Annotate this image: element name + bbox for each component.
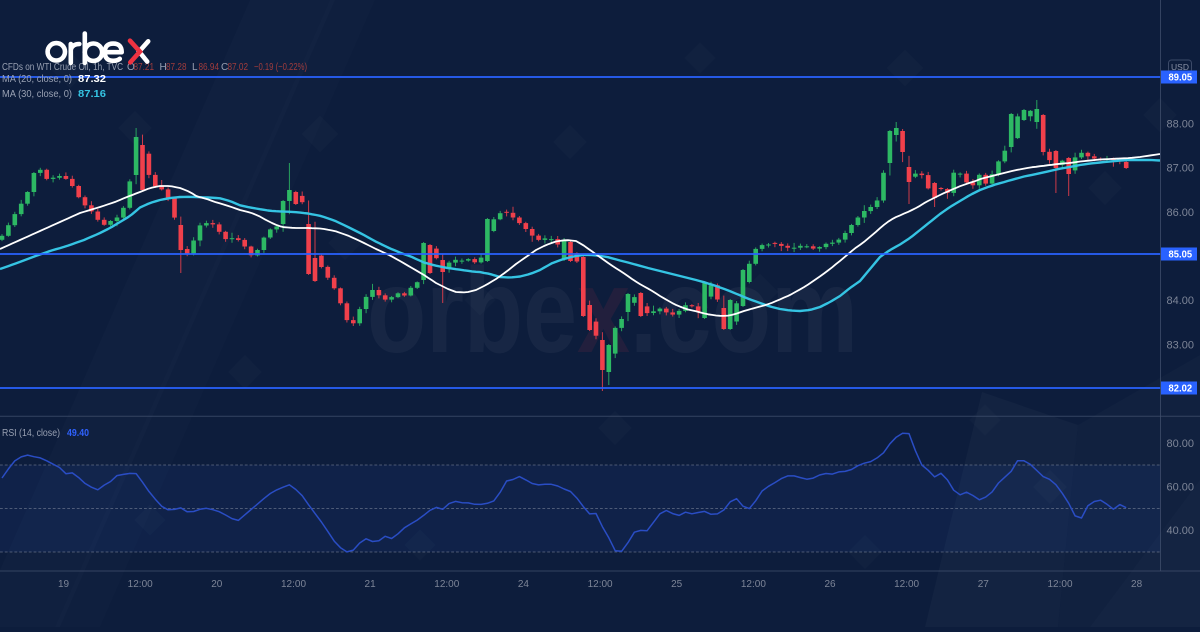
svg-text:RSI (14, close): RSI (14, close) [2, 428, 60, 439]
svg-text:83.00: 83.00 [1166, 339, 1194, 351]
svg-text:60.00: 60.00 [1166, 482, 1194, 494]
svg-text:L: L [192, 62, 198, 73]
svg-text:21: 21 [365, 579, 377, 590]
svg-text:20: 20 [211, 579, 223, 590]
svg-text:80.00: 80.00 [1166, 438, 1194, 450]
svg-text:12:00: 12:00 [894, 579, 919, 590]
svg-text:−0.19 (−0.22%): −0.19 (−0.22%) [254, 62, 307, 73]
svg-text:H: H [160, 62, 167, 73]
svg-text:86.94: 86.94 [199, 62, 220, 73]
svg-text:86.00: 86.00 [1166, 207, 1194, 219]
svg-text:84.00: 84.00 [1166, 295, 1194, 307]
svg-text:87.21: 87.21 [134, 62, 155, 73]
svg-text:12:00: 12:00 [741, 579, 766, 590]
svg-text:19: 19 [58, 579, 70, 590]
svg-text:26: 26 [824, 579, 836, 590]
svg-text:88.00: 88.00 [1166, 118, 1194, 130]
svg-text:CFDs on WTI Crude Oil, 1h, TVC: CFDs on WTI Crude Oil, 1h, TVC [2, 62, 123, 73]
svg-text:49.40: 49.40 [67, 428, 89, 439]
svg-text:USD: USD [1171, 62, 1189, 72]
svg-text:87.32: 87.32 [78, 74, 106, 85]
svg-text:MA (30, close, 0): MA (30, close, 0) [2, 89, 72, 100]
svg-text:87.00: 87.00 [1166, 163, 1194, 175]
svg-text:82.02: 82.02 [1169, 383, 1193, 395]
svg-text:12:00: 12:00 [128, 579, 153, 590]
svg-text:C: C [221, 62, 228, 73]
svg-text:12:00: 12:00 [588, 579, 613, 590]
svg-text:87.02: 87.02 [228, 62, 249, 73]
svg-text:12:00: 12:00 [1047, 579, 1072, 590]
svg-text:orbe: orbe [367, 242, 577, 378]
svg-text:87.16: 87.16 [78, 89, 106, 100]
svg-text:25: 25 [671, 579, 683, 590]
svg-text:24: 24 [518, 579, 530, 590]
svg-text:40.00: 40.00 [1166, 525, 1194, 537]
svg-text:28: 28 [1131, 579, 1143, 590]
svg-text:85.05: 85.05 [1169, 249, 1193, 261]
svg-text:12:00: 12:00 [434, 579, 459, 590]
svg-text:87.28: 87.28 [166, 62, 187, 73]
svg-text:O: O [127, 62, 135, 73]
svg-text:MA (20, close, 0): MA (20, close, 0) [2, 74, 72, 85]
svg-text:12:00: 12:00 [281, 579, 306, 590]
svg-text:27: 27 [978, 579, 990, 590]
svg-text:89.05: 89.05 [1169, 72, 1193, 84]
